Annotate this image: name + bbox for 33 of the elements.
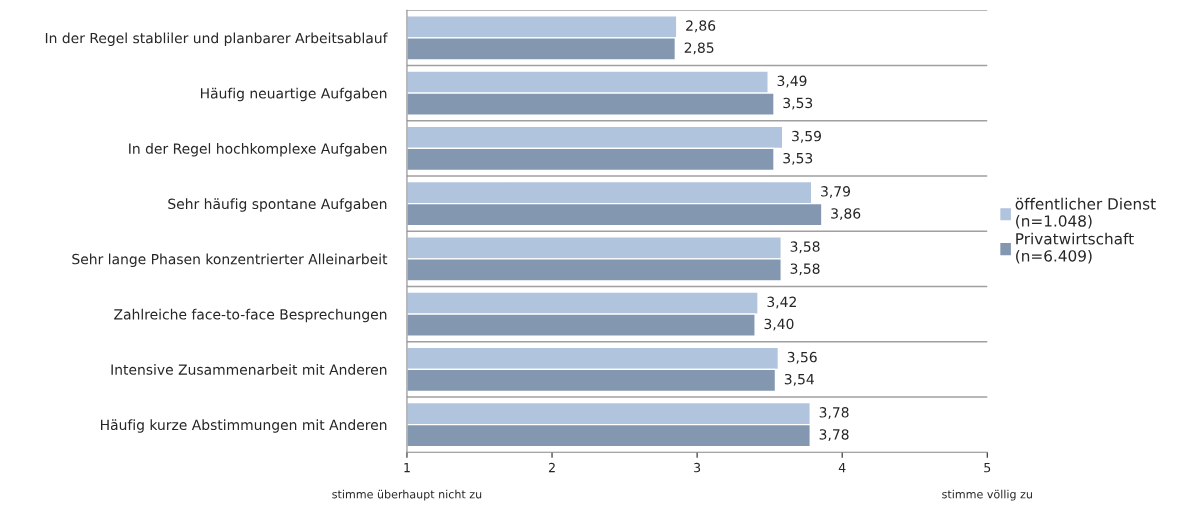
x-tick-label: 1 bbox=[404, 463, 410, 473]
x-tick-label: 3 bbox=[694, 462, 701, 473]
legend-label: Privatwirtschaft (n=6.409) bbox=[1016, 232, 1134, 264]
text: stimme völlig zu bbox=[942, 489, 1032, 501]
data-label: 3,40 bbox=[764, 318, 794, 331]
y-tick-label: Sehr lange Phasen konzentrierter Alleinarbeit bbox=[72, 253, 388, 268]
data-label: 3,58 bbox=[790, 263, 820, 276]
data-label: 3,56 bbox=[787, 351, 817, 364]
data-label: 3,78 bbox=[819, 429, 849, 442]
y-tick-label: Zahlreiche face-to-face Besprechungen bbox=[114, 308, 387, 323]
y-tick-label: In der Regel stabliler und planbarer Arbeitsablauf bbox=[45, 32, 388, 47]
y-tick-label: In der Regel hochkomplexe Aufgaben bbox=[129, 143, 387, 157]
y-tick-label: Häufig kurze Abstimmungen mit Anderen bbox=[101, 419, 387, 433]
legend-label: öffentlicher Dienst (n=1.048) bbox=[1015, 197, 1156, 229]
data-label: 3,58 bbox=[790, 241, 820, 254]
data-label: 3,79 bbox=[821, 186, 851, 198]
x-tick-label: 2 bbox=[548, 462, 555, 473]
x-tick-label: 5 bbox=[984, 463, 991, 473]
y-tick-label: Intensive Zusammenarbeit mit Anderen bbox=[111, 364, 387, 375]
x-tick-label: 4 bbox=[838, 463, 846, 473]
data-label: 3,59 bbox=[792, 130, 821, 143]
data-label: 3,49 bbox=[777, 75, 807, 88]
data-label: 2,85 bbox=[684, 42, 714, 55]
data-label: 3,53 bbox=[783, 97, 813, 110]
data-label: 3,42 bbox=[767, 296, 796, 309]
data-label: 2,86 bbox=[686, 20, 716, 33]
data-label: 3,53 bbox=[783, 152, 813, 165]
data-label: 3,78 bbox=[819, 407, 849, 420]
y-tick-label: Sehr häufig spontane Aufgaben bbox=[168, 198, 387, 212]
y-tick-label: Häufig neuartige Aufgaben bbox=[200, 87, 387, 102]
data-label: 3,54 bbox=[784, 373, 814, 386]
data-label: 3,86 bbox=[831, 208, 861, 221]
text: stimme überhaupt nicht zu bbox=[332, 489, 482, 501]
